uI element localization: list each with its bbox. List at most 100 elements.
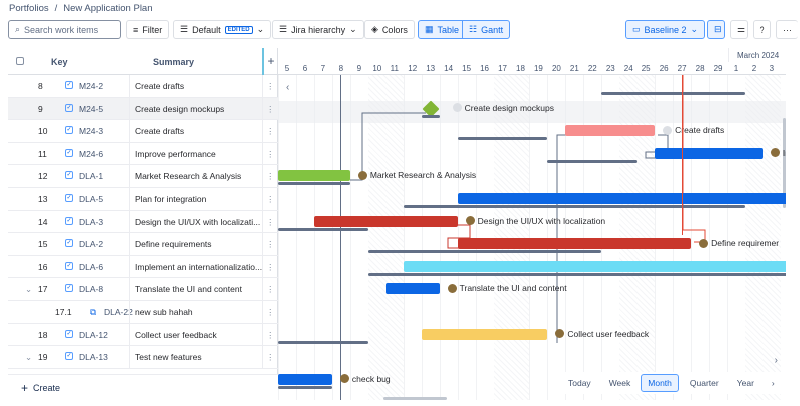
table-row[interactable]: 12 ✓ DLA-1 Market Research & Analysis ⋮ — [8, 165, 278, 188]
table-row[interactable]: ⌄ 19 ✓ DLA-13 Test new features ⋮ — [8, 346, 278, 369]
table-row[interactable]: 14 ✓ DLA-3 Design the UI/UX with localizati… — [8, 210, 278, 234]
gantt-bar[interactable] — [421, 328, 548, 340]
horizontal-scrollbar[interactable] — [383, 397, 447, 400]
timescale-next-icon[interactable]: › — [771, 378, 775, 388]
issue-summary[interactable]: Improve performance — [135, 148, 216, 159]
issue-summary[interactable]: Design the UI/UX with localizati... — [135, 216, 261, 227]
row-actions-icon[interactable]: ⋮ — [266, 284, 275, 295]
table-row[interactable]: 16 ✓ DLA-6 Implement an internationalizatio… — [8, 255, 278, 279]
timescale-month[interactable]: Month — [641, 374, 679, 392]
issue-summary[interactable]: Market Research & Analysis — [135, 171, 242, 182]
gantt-bar[interactable] — [278, 373, 332, 385]
breadcrumb-portfolios[interactable]: Portfolios — [9, 3, 49, 14]
gantt-bar[interactable] — [457, 238, 692, 250]
issue-key[interactable]: M24-5 — [79, 103, 104, 114]
issue-key[interactable]: DLA-1 — [79, 171, 104, 182]
row-actions-icon[interactable]: ⋮ — [266, 148, 275, 159]
timescale-today[interactable]: Today — [568, 378, 591, 388]
issue-key[interactable]: DLA-2 — [79, 239, 104, 250]
breadcrumb-plan[interactable]: New Application Plan — [63, 3, 153, 14]
baseline-bar — [278, 385, 332, 389]
table-row[interactable]: 10 ✓ M24-3 Create drafts ⋮ — [8, 120, 278, 143]
add-column-button[interactable]: + — [262, 48, 278, 75]
row-actions-icon[interactable]: ⋮ — [266, 239, 275, 250]
row-actions-icon[interactable]: ⋮ — [266, 194, 275, 204]
row-actions-icon[interactable]: ⋮ — [266, 329, 275, 340]
table-row[interactable]: ⌄ 17 ✓ DLA-8 Translate the UI and content ⋮ — [8, 278, 278, 301]
issue-key[interactable]: M24-3 — [79, 126, 104, 137]
chevron-down-icon[interactable]: ⌄ — [25, 284, 33, 295]
gantt-view-button[interactable]: ☷ Gantt — [462, 20, 511, 39]
issue-summary[interactable]: Create drafts — [135, 126, 185, 137]
timescale-year[interactable]: Year — [736, 378, 754, 388]
more-button[interactable]: ··· — [776, 20, 798, 39]
settings-button[interactable]: ⚌ — [730, 20, 748, 39]
key-column-header[interactable]: Key — [51, 57, 68, 67]
issue-summary[interactable]: Create design mockups — [135, 103, 225, 114]
task-icon: ✓ — [65, 216, 73, 225]
row-actions-icon[interactable]: ⋮ — [266, 216, 275, 227]
issue-summary[interactable]: Collect user feedback — [135, 329, 217, 340]
day-label: 13 — [426, 64, 436, 73]
filter-button[interactable]: ≡ Filter — [126, 20, 170, 39]
gantt-bar[interactable] — [565, 125, 656, 137]
timescale-week[interactable]: Week — [608, 378, 631, 388]
issue-key[interactable]: M24-2 — [79, 81, 104, 91]
colors-button[interactable]: ◈ Colors — [364, 20, 415, 39]
dependencies-toggle[interactable]: ⊟ — [707, 20, 725, 39]
table-row[interactable]: 18 ✓ DLA-12 Collect user feedback ⋮ — [8, 323, 278, 347]
timescale-quarter[interactable]: Quarter — [689, 378, 719, 388]
row-actions-icon[interactable]: ⋮ — [266, 126, 275, 137]
issue-summary[interactable]: Create drafts — [135, 81, 185, 91]
bar-label-text: Collect user feedback — [567, 328, 650, 339]
gantt-bar[interactable] — [385, 283, 440, 295]
issue-key[interactable]: DLA-5 — [79, 194, 104, 204]
select-all-checkbox[interactable] — [16, 57, 24, 65]
row-actions-icon[interactable]: ⋮ — [266, 81, 275, 91]
table-row[interactable]: 13 ✓ DLA-5 Plan for integration ⋮ — [8, 188, 278, 211]
help-button[interactable]: ? — [753, 20, 771, 39]
gantt-bar[interactable] — [278, 170, 350, 182]
issue-summary[interactable]: Plan for integration — [135, 194, 207, 204]
row-actions-icon[interactable]: ⋮ — [266, 171, 275, 182]
chevron-down-icon[interactable]: ⌄ — [25, 352, 33, 363]
row-actions-icon[interactable]: ⋮ — [266, 261, 275, 272]
view-dropdown[interactable]: ☰ Default EDITED ⌄ — [173, 20, 272, 39]
search-input[interactable]: ⌕ Search work items — [8, 20, 121, 39]
issue-key[interactable]: M24-6 — [79, 148, 104, 159]
gantt-bar[interactable] — [403, 260, 786, 272]
day-label: 3 — [769, 64, 775, 73]
create-button[interactable]: + Create — [8, 374, 278, 400]
issue-key[interactable]: DLA-8 — [79, 284, 104, 295]
issue-key[interactable]: DLA-13 — [79, 352, 108, 363]
row-actions-icon[interactable]: ⋮ — [266, 103, 275, 114]
issue-key[interactable]: DLA-12 — [79, 329, 108, 340]
issue-summary[interactable]: Translate the UI and content — [135, 284, 242, 295]
table-row[interactable]: 15 ✓ DLA-2 Define requirements ⋮ — [8, 233, 278, 256]
scroll-left-icon[interactable]: ‹ — [286, 82, 290, 93]
table-row[interactable]: 9 ✓ M24-5 Create design mockups ⋮ — [8, 97, 278, 121]
row-actions-icon[interactable]: ⋮ — [266, 352, 275, 363]
table-row[interactable]: 17.1 ⧉ DLA-22 new sub hahah ⋮ — [8, 301, 278, 324]
issue-summary[interactable]: Implement an internationalizatio... — [135, 261, 263, 272]
summary-column-header[interactable]: Summary — [153, 57, 195, 67]
issue-key[interactable]: DLA-6 — [79, 261, 104, 272]
row-number: 17 — [38, 284, 48, 295]
table-row[interactable]: 8 ✓ M24-2 Create drafts ⋮ — [8, 75, 278, 98]
hierarchy-dropdown[interactable]: ☰ Jira hierarchy ⌄ — [272, 20, 364, 39]
issue-key[interactable]: DLA-22 — [104, 307, 133, 317]
table-row[interactable]: 11 ✓ M24-6 Improve performance ⋮ — [8, 142, 278, 166]
gantt-bar[interactable] — [655, 147, 763, 159]
day-label: 15 — [462, 64, 472, 73]
baseline-dropdown[interactable]: ▭ Baseline 2 ⌄ — [625, 20, 706, 39]
issue-summary[interactable]: Define requirements — [135, 239, 212, 250]
issue-summary[interactable]: Test new features — [135, 352, 202, 363]
issue-summary[interactable]: new sub hahah — [135, 307, 193, 317]
vertical-scrollbar[interactable] — [783, 118, 786, 208]
table-view-button[interactable]: ▦ Table — [418, 20, 467, 39]
gantt-bar[interactable] — [457, 193, 786, 204]
row-actions-icon[interactable]: ⋮ — [266, 307, 275, 317]
gantt-bar[interactable] — [313, 215, 458, 227]
issue-key[interactable]: DLA-3 — [79, 216, 104, 227]
scroll-right-icon[interactable]: › — [774, 355, 778, 366]
